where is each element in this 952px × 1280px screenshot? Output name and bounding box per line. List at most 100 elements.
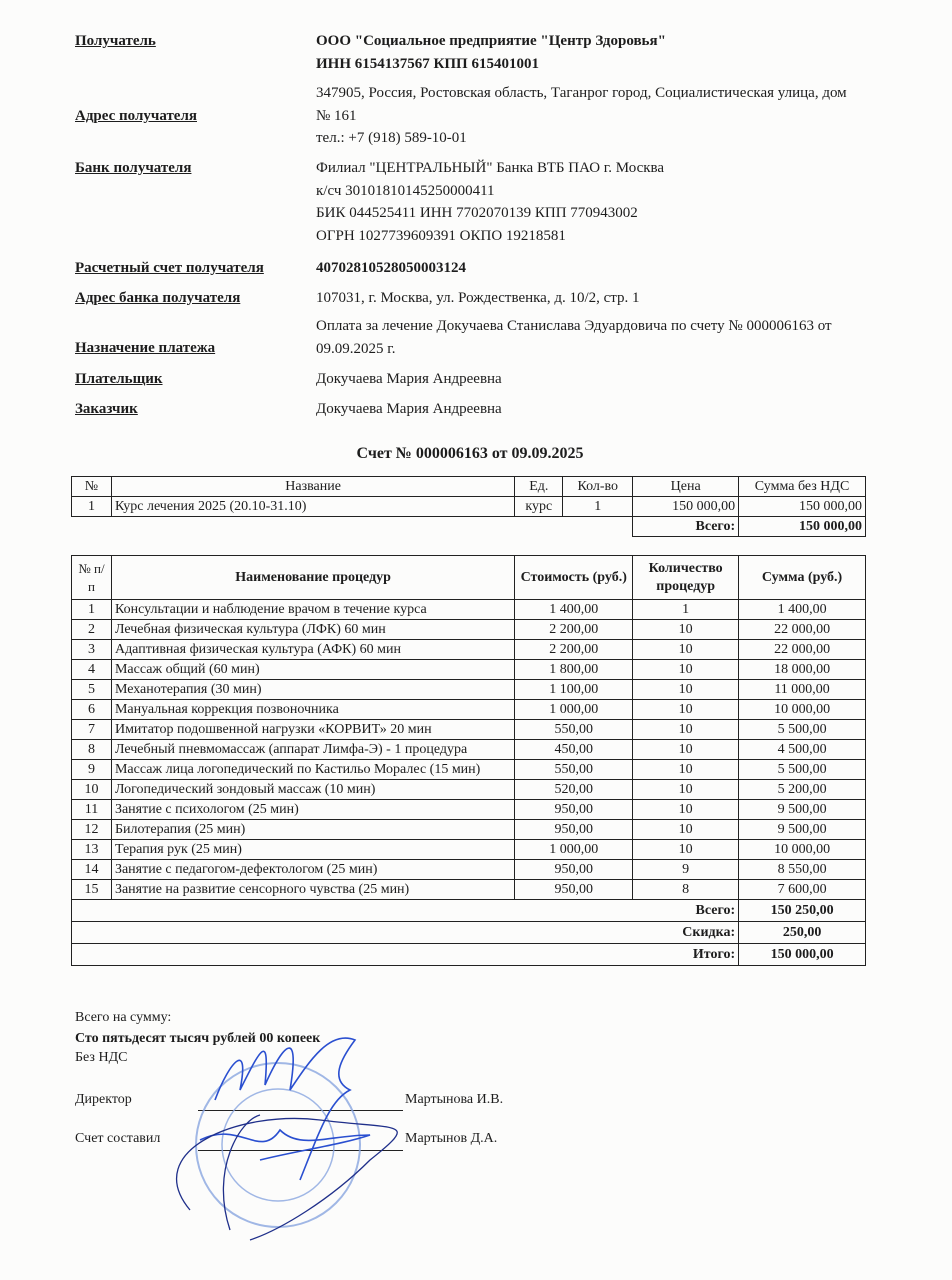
requisite-label: Плательщик xyxy=(75,371,163,387)
invoice-table: № Название Ед. Кол-во Цена Сумма без НДС… xyxy=(71,476,866,537)
cell: 5 200,00 xyxy=(738,779,866,800)
requisite-label: Адрес получателя xyxy=(75,108,197,124)
author-name: Мартынов Д.А. xyxy=(405,1131,498,1146)
cell: 13 xyxy=(71,839,112,860)
cell: 950,00 xyxy=(514,879,634,900)
requisite-line: Оплата за лечение Докучаева Станислава Э… xyxy=(316,318,832,357)
signature xyxy=(199,1037,371,1181)
cell: Занятие с педагогом-дефектологом (25 мин… xyxy=(110,859,516,880)
requisite-line: тел.: +7 (918) 589-10-01 xyxy=(316,130,467,146)
cell: 950,00 xyxy=(514,859,634,880)
total-label: Итого: xyxy=(70,943,740,966)
cell: Курс лечения 2025 (20.10-31.10) xyxy=(110,496,516,517)
table-row: 1 Курс лечения 2025 (20.10-31.10) курс 1… xyxy=(71,496,866,517)
table-row: 7 Имитатор подошвенной нагрузки «КОРВИТ» … xyxy=(71,719,866,740)
requisite-line: ОГРН 1027739609391 ОКПО 19218581 xyxy=(316,227,566,244)
requisite-line: 40702810528050003124 xyxy=(316,260,466,276)
requisite-line: Докучаева Мария Андреевна xyxy=(316,371,502,387)
requisite-value: Оплата за лечение Докучаева Станислава Э… xyxy=(316,315,856,360)
requisite-label: Заказчик xyxy=(75,401,138,417)
cell: Терапия рук (25 мин) xyxy=(110,839,516,860)
director-label: Директор xyxy=(75,1092,132,1107)
cell: 9 500,00 xyxy=(738,799,866,820)
cell: курс xyxy=(514,496,564,517)
total-row: Всего: 150 250,00 xyxy=(70,899,866,922)
cell: 1 xyxy=(562,496,634,517)
cell: Мануальная коррекция позвоночника xyxy=(110,699,516,720)
requisite-line: к/сч 30101810145250000411 xyxy=(316,182,495,199)
cell: Механотерапия (30 мин) xyxy=(110,679,516,700)
cell: 9 500,00 xyxy=(738,819,866,840)
cell: 18 000,00 xyxy=(738,659,866,680)
header-cell: Ед. xyxy=(514,476,564,497)
total-row: Скидка: 250,00 xyxy=(70,921,866,944)
requisite-line: 107031, г. Москва, ул. Рождественка, д. … xyxy=(316,290,640,306)
cell: 5 500,00 xyxy=(738,759,866,780)
requisite-value: ООО "Социальное предприятие "Центр Здоро… xyxy=(316,30,856,75)
requisite-label: Расчетный счет получателя xyxy=(75,260,264,276)
cell: 2 200,00 xyxy=(514,619,634,640)
total-value: 150 000,00 xyxy=(738,943,866,966)
cell: 1 xyxy=(71,496,112,517)
header-cell: Наименование процедур xyxy=(110,555,516,600)
table-row: 5 Механотерапия (30 мин) 1 100,00 10 11 000,… xyxy=(71,679,866,700)
total-value: 150 000,00 xyxy=(738,516,866,537)
table-row: 3 Адаптивная физическая культура (АФК) 60… xyxy=(71,639,866,660)
cell: 520,00 xyxy=(514,779,634,800)
total-row: Всего: 150 000,00 xyxy=(72,516,866,537)
requisite-label: Назначение платежа xyxy=(75,340,216,356)
requisite-value: 347905, Россия, Ростовская область, Тага… xyxy=(316,82,856,150)
cell: 15 xyxy=(71,879,112,900)
sum-label: Всего на сумму: xyxy=(75,1010,172,1025)
table-row: 6 Мануальная коррекция позвоночника 1 000,… xyxy=(71,699,866,720)
header-cell: Кол-во xyxy=(562,476,634,497)
cell: 1 100,00 xyxy=(514,679,634,700)
table-row: 4 Массаж общий (60 мин) 1 800,00 10 18 000,0… xyxy=(71,659,866,680)
cell: 10 000,00 xyxy=(738,839,866,860)
total-row: Итого: 150 000,00 xyxy=(70,943,866,966)
cell: Адаптивная физическая культура (АФК) 60 … xyxy=(110,639,516,660)
director-signature-line xyxy=(198,1110,403,1111)
cell: 950,00 xyxy=(514,819,634,840)
director-name: Мартынова И.В. xyxy=(405,1092,504,1107)
signature-2 xyxy=(175,1114,398,1241)
requisite-line: 347905, Россия, Ростовская область, Тага… xyxy=(316,85,847,124)
requisite-line: ООО "Социальное предприятие "Центр Здоро… xyxy=(316,33,666,49)
requisite-value: Филиал "ЦЕНТРАЛЬНЫЙ" Банка ВТБ ПАО г. Мо… xyxy=(316,157,856,247)
header-cell: Сумма (руб.) xyxy=(738,555,866,600)
procedures-header-row: № п/п Наименование процедур Стоимость (р… xyxy=(71,555,866,600)
requisite-label: Банк получателя xyxy=(75,160,192,176)
requisite-label: Получатель xyxy=(75,33,156,49)
requisite-line: Филиал "ЦЕНТРАЛЬНЫЙ" Банка ВТБ ПАО г. Мо… xyxy=(316,160,665,176)
vat-note: Без НДС xyxy=(75,1050,128,1065)
requisite-value: Докучаева Мария Андреевна xyxy=(316,398,856,421)
invoice-header-row: № Название Ед. Кол-во Цена Сумма без НДС xyxy=(71,476,866,497)
cell: Массаж общий (60 мин) xyxy=(110,659,516,680)
cell: 10 xyxy=(632,839,740,860)
cell: 1 000,00 xyxy=(514,839,634,860)
author-label: Счет составил xyxy=(75,1131,161,1146)
procedures-table: № п/п Наименование процедур Стоимость (р… xyxy=(70,555,866,966)
cell: Логопедический зондовый массаж (10 мин) xyxy=(110,779,516,800)
table-row: 10 Логопедический зондовый массаж (10 мин… xyxy=(71,779,866,800)
invoice-title: Счет № 000006163 от 09.09.2025 xyxy=(356,445,584,462)
sum-in-words: Сто пятьдесят тысяч рублей 00 копеек xyxy=(75,1031,321,1046)
cell: 11 000,00 xyxy=(738,679,866,700)
requisite-line: ИНН 6154137567 КПП 615401001 xyxy=(316,55,539,72)
cell: 10 000,00 xyxy=(738,699,866,720)
requisite-line: БИК 044525411 ИНН 7702070139 КПП 7709430… xyxy=(316,205,638,221)
cell: Лечебная физическая культура (ЛФК) 60 ми… xyxy=(110,619,516,640)
cell: 5 500,00 xyxy=(738,719,866,740)
total-label: Всего: xyxy=(632,516,740,537)
cell: 950,00 xyxy=(514,799,634,820)
header-cell: Количество процедур xyxy=(632,555,740,600)
cell: 550,00 xyxy=(514,719,634,740)
cell: Занятие с психологом (25 мин) xyxy=(110,799,516,820)
requisite-label: Адрес банка получателя xyxy=(75,290,241,306)
table-row: 2 Лечебная физическая культура (ЛФК) 60 м… xyxy=(71,619,866,640)
requisite-value: Докучаева Мария Андреевна xyxy=(316,368,856,391)
cell: 150 000,00 xyxy=(738,496,866,517)
cell: Консультации и наблюдение врачом в течен… xyxy=(110,599,516,620)
requisite-value: 40702810528050003124 xyxy=(316,257,856,280)
